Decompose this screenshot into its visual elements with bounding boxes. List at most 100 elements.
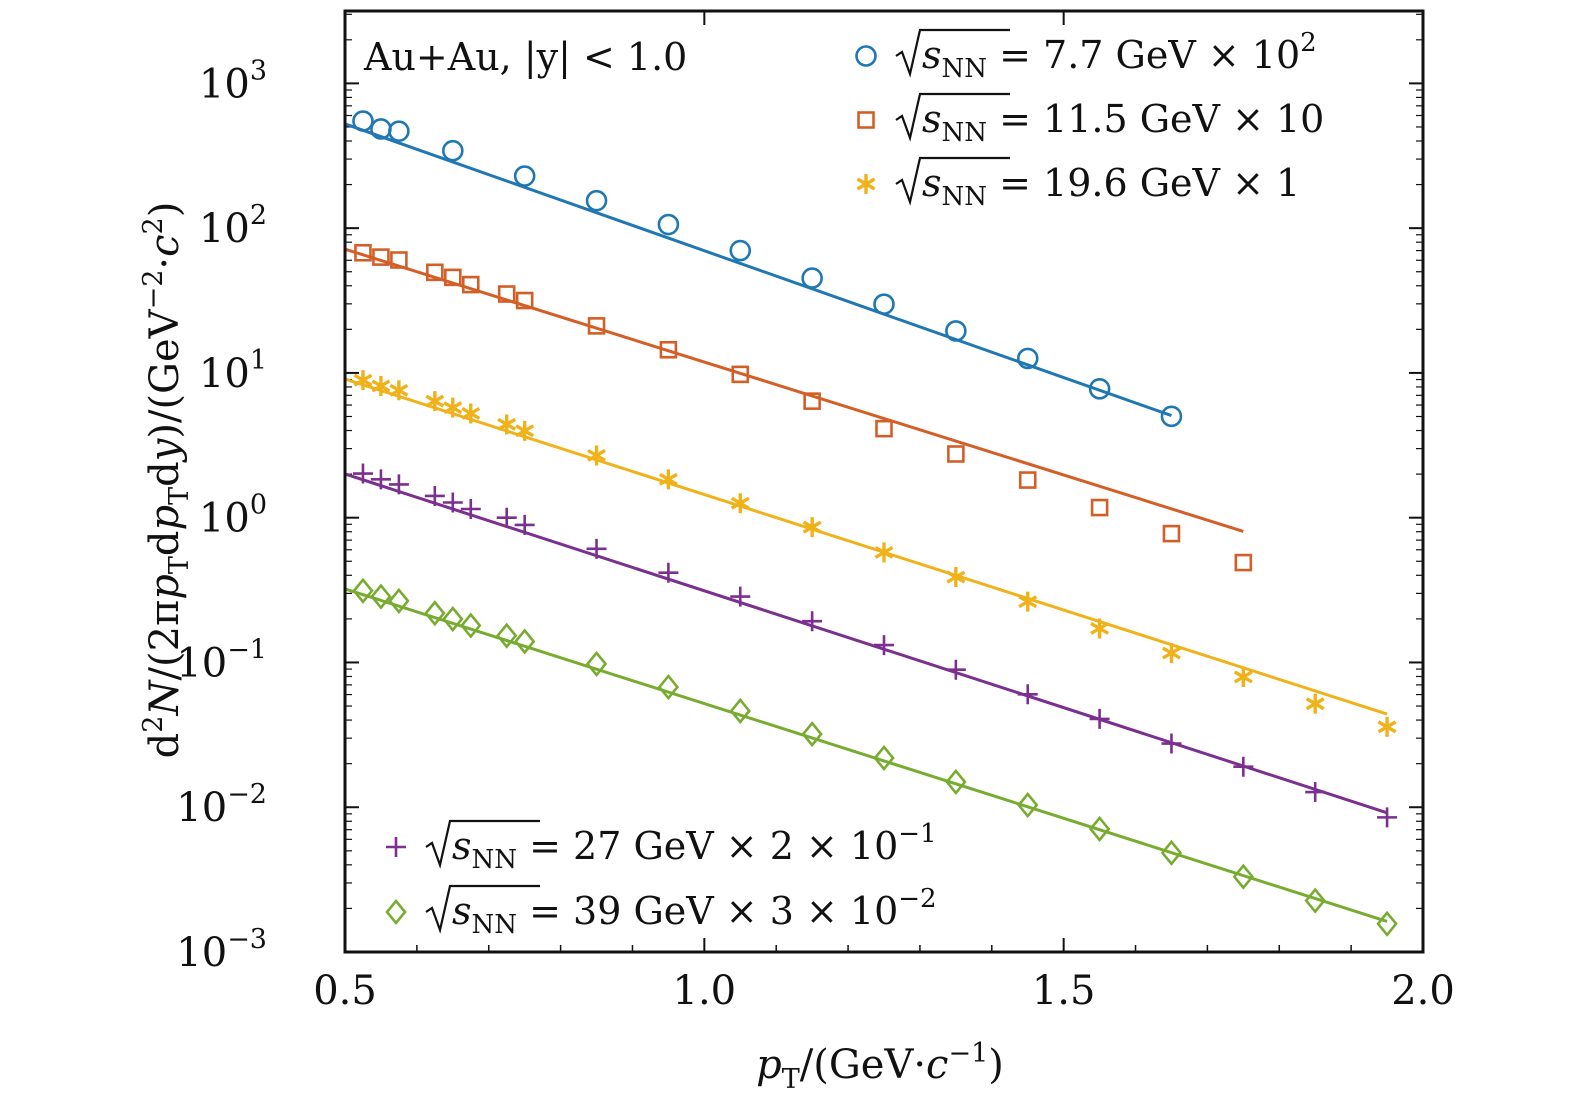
data-point-27 [874, 635, 894, 656]
data-point-11p5 [803, 392, 821, 410]
data-point-19p6 [1377, 716, 1397, 737]
data-point-27 [442, 492, 463, 513]
y-tick-label: 101 [199, 345, 267, 397]
data-point-27 [1017, 684, 1038, 705]
data-point-39 [729, 697, 751, 725]
svg-text:sNN = 27 GeV × 2 × 10−1: sNN = 27 GeV × 2 × 10−1 [452, 819, 937, 875]
data-point-19p6 [515, 420, 535, 441]
legend-top: sNN = 7.7 GeV × 102 sNN = 11.5 GeV × 10 sN… [855, 28, 1324, 212]
data-point-39 [370, 583, 392, 610]
data-point-27 [1233, 756, 1254, 777]
data-point-11p5 [426, 263, 444, 282]
y-tick-label: 102 [199, 200, 267, 252]
y-tick-label: 100 [199, 490, 267, 542]
data-point-11p5 [587, 317, 606, 335]
data-point-27 [514, 514, 535, 535]
data-point-11p5 [372, 248, 390, 266]
data-point-39 [657, 674, 680, 701]
data-point-19p6 [371, 375, 391, 396]
data-point-7p7 [873, 293, 895, 315]
data-point-11p5 [947, 445, 965, 463]
fit-line-11p5 [344, 247, 1244, 533]
data-point-27 [1305, 782, 1326, 803]
svg-text:sNN = 7.7 GeV × 102: sNN = 7.7 GeV × 102 [922, 28, 1317, 84]
data-point-39 [460, 612, 482, 639]
legend-entry-19p6: sNN = 19.6 GeV × 1 [895, 156, 1300, 212]
data-point-39 [1088, 815, 1111, 842]
data-point-7p7 [801, 267, 823, 289]
data-point-7p7 [729, 239, 752, 262]
y-tick-label: 10−3 [176, 924, 267, 976]
data-point-39 [1376, 910, 1398, 937]
data-point-39 [513, 628, 536, 655]
x-tick-labels: 0.5 1.0 1.5 2.0 [313, 968, 1455, 1014]
data-point-19p6 [802, 517, 822, 538]
data-point-27 [352, 463, 373, 484]
data-point-27 [460, 499, 481, 520]
data-point-19p6 [1018, 591, 1038, 612]
x-tick-label: 0.5 [313, 968, 377, 1014]
data-point-19p6 [497, 414, 517, 435]
y-tick-label: 10−2 [176, 779, 267, 831]
data-point-7p7 [388, 120, 410, 142]
y-tick-label: 103 [199, 55, 267, 107]
legend-entry-39: sNN = 39 GeV × 3 × 10−2 [425, 884, 937, 940]
x-tick-label: 1.0 [673, 968, 737, 1014]
data-point-39 [1304, 887, 1326, 914]
x-tick-label: 2.0 [1391, 968, 1455, 1014]
x-axis-title: pT/(GeV·c−1) [756, 1038, 1004, 1095]
data-point-19p6 [1233, 666, 1253, 687]
data-point-39 [442, 605, 464, 633]
data-point-7p7 [441, 139, 464, 162]
legend-marker-11p5 [857, 111, 875, 129]
data-point-7p7 [1016, 347, 1039, 370]
data-point-11p5 [1090, 498, 1109, 517]
data-point-19p6 [874, 542, 894, 563]
legend-entry-11p5: sNN = 11.5 GeV × 10 [895, 92, 1324, 148]
legend-entry-27: sNN = 27 GeV × 2 × 10−1 [425, 819, 937, 875]
data-point-27 [945, 659, 966, 680]
legend-entry-7p7: sNN = 7.7 GeV × 102 [895, 28, 1317, 84]
data-point-11p5 [354, 243, 372, 262]
data-point-11p5 [515, 291, 534, 310]
legend-marker-7p7 [855, 45, 877, 67]
data-point-19p6 [461, 403, 481, 424]
data-point-27 [1161, 733, 1182, 754]
data-point-39 [945, 768, 967, 795]
data-point-39 [585, 650, 608, 677]
data-point-27 [370, 469, 391, 490]
data-point-11p5 [461, 275, 480, 294]
data-point-7p7 [1088, 378, 1111, 400]
data-point-39 [496, 622, 518, 649]
data-point-39 [873, 744, 895, 772]
data-point-11p5 [1234, 553, 1253, 572]
data-point-19p6 [1162, 643, 1181, 664]
data-point-39 [424, 600, 446, 627]
x-tick-label: 1.5 [1032, 968, 1096, 1014]
data-point-39 [352, 577, 374, 604]
data-point-27 [424, 485, 445, 506]
legend-marker-27 [386, 837, 406, 857]
data-point-39 [388, 587, 410, 614]
data-point-11p5 [443, 268, 462, 287]
data-point-11p5 [1162, 524, 1181, 543]
data-point-11p5 [875, 419, 893, 438]
legend-marker-19p6 [856, 174, 876, 194]
data-point-19p6 [1305, 693, 1325, 714]
data-point-27 [1089, 708, 1110, 729]
data-point-11p5 [1018, 471, 1037, 489]
data-point-11p5 [497, 285, 516, 303]
data-point-27 [658, 562, 679, 583]
legend-marker-39 [385, 898, 407, 926]
data-point-27 [730, 586, 751, 607]
data-point-27 [388, 474, 409, 495]
data-point-11p5 [731, 365, 750, 384]
data-point-11p5 [659, 340, 678, 359]
data-point-19p6 [353, 370, 373, 391]
y-axis-title: d2N/(2πpTdpTdy)/(GeV−2·c2) [138, 202, 195, 759]
data-point-19p6 [730, 493, 750, 514]
svg-text:sNN = 39 GeV × 3 × 10−2: sNN = 39 GeV × 3 × 10−2 [452, 884, 937, 940]
plot-frame [343, 9, 1425, 954]
data-point-19p6 [1090, 618, 1110, 639]
data-point-19p6 [443, 397, 463, 418]
